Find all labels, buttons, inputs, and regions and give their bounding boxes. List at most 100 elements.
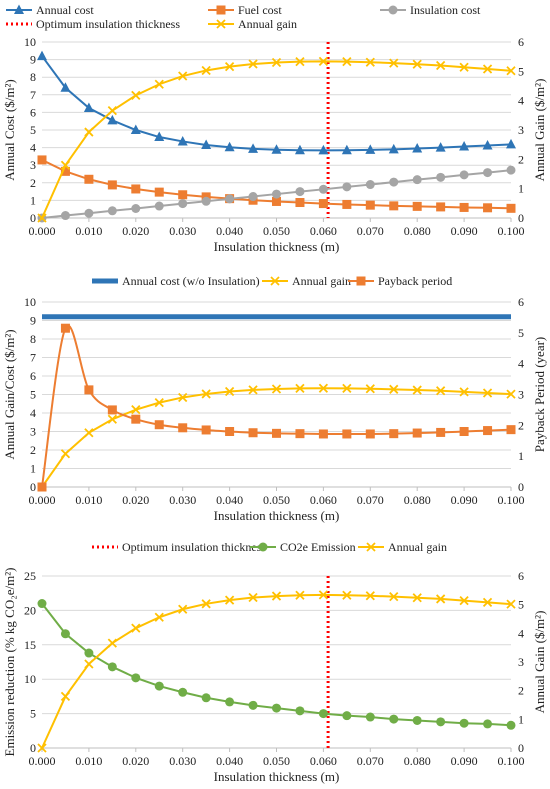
- legend-label: Annual cost (w/o Insulation): [122, 274, 260, 288]
- data-point-stroke-b: [459, 596, 469, 606]
- data-point: [342, 429, 352, 439]
- legend-entry: Annual cost: [6, 3, 94, 17]
- legend-entry: Annual cost (w/o Insulation): [92, 274, 260, 288]
- legend-entry: Payback period: [348, 274, 452, 288]
- data-point-stroke-b: [84, 428, 94, 438]
- legend-entry: Fuel cost: [208, 3, 282, 17]
- data-point: [459, 427, 469, 436]
- legend-entry: Optimum insulation thickness: [92, 540, 266, 554]
- data-point-stroke-b: [131, 623, 141, 633]
- data-point-stroke-b: [412, 59, 422, 69]
- x-tick-label: 0.040: [216, 493, 243, 507]
- data-point: [506, 720, 516, 730]
- legend-marker: [14, 4, 24, 14]
- data-point-stroke-b: [154, 398, 164, 408]
- y2-tick-label: 5: [518, 64, 524, 78]
- data-point: [60, 449, 71, 459]
- data-point: [60, 160, 71, 170]
- data-point: [342, 711, 352, 721]
- data-point-stroke-b: [365, 57, 375, 67]
- x-tick-label: 0.100: [498, 493, 525, 507]
- data-point: [272, 703, 281, 713]
- x-tick-label: 0.030: [169, 493, 196, 507]
- data-point-stroke-b: [60, 449, 71, 459]
- data-point: [248, 192, 258, 202]
- data-point: [201, 425, 211, 435]
- y-tick-label: 10: [24, 295, 36, 309]
- y-tick-label: 0: [30, 211, 36, 225]
- x-tick-label: 0.100: [498, 224, 525, 238]
- legend-label: Optimum insulation thickness: [122, 540, 266, 554]
- data-point: [84, 127, 94, 137]
- chart-3: 0 5 10 15 20 25 0 1 2 3 4 5 6 0.000 0.010 0.020 0.030 0.0…: [2, 540, 547, 784]
- y-tick-label: 4: [30, 141, 36, 155]
- data-point-stroke-b: [482, 597, 493, 608]
- y-axis-title: Annual Cost ($/m²): [2, 79, 17, 180]
- data-point: [84, 648, 94, 658]
- x-tick-label: 0.020: [122, 493, 149, 507]
- y2-tick-label: 0: [518, 211, 524, 225]
- data-point: [84, 174, 94, 184]
- data-point-stroke-b: [248, 59, 258, 69]
- legend-label: Annual gain: [388, 540, 447, 554]
- data-point-stroke-b: [389, 58, 399, 68]
- data-point-stroke-b: [436, 386, 446, 396]
- data-point: [154, 398, 164, 408]
- data-point: [459, 596, 469, 606]
- y2-tick-label: 2: [518, 152, 524, 166]
- data-point-stroke-b: [271, 384, 282, 394]
- data-point-stroke-b: [154, 79, 164, 89]
- data-point: [131, 673, 141, 683]
- y-tick-label: 10: [24, 672, 36, 686]
- data-point-stroke-b: [178, 392, 188, 403]
- legend-label: Annual gain: [292, 274, 351, 288]
- legend-marker: [356, 276, 366, 286]
- y-tick-label: 8: [30, 70, 36, 84]
- y2-tick-label: 2: [518, 684, 524, 698]
- x-tick-label: 0.010: [75, 493, 102, 507]
- data-point: [436, 60, 446, 71]
- data-point: [389, 58, 399, 68]
- data-point-stroke-b: [178, 604, 188, 614]
- data-point: [37, 482, 47, 492]
- x-tick-label: 0.080: [404, 754, 431, 768]
- x-tick-label: 0.060: [310, 754, 337, 768]
- data-point: [60, 629, 70, 639]
- y-tick-label: 5: [30, 123, 36, 137]
- data-point: [388, 143, 399, 154]
- data-point: [295, 590, 305, 600]
- x-axis-title: Insulation thickness (m): [214, 769, 340, 784]
- data-point: [178, 190, 188, 200]
- data-point: [506, 165, 516, 175]
- data-point: [483, 203, 493, 213]
- data-point: [365, 591, 375, 601]
- legend-label: Payback period: [378, 274, 452, 288]
- series-line: [41, 55, 512, 152]
- data-point-stroke-b: [436, 594, 446, 604]
- x-tick-label: 0.020: [122, 224, 149, 238]
- data-point: [154, 612, 164, 622]
- y2-tick-label: 3: [518, 123, 524, 137]
- x-tick-label: 0.030: [169, 754, 196, 768]
- data-point: [272, 196, 281, 206]
- data-point: [178, 199, 188, 209]
- y-tick-label: 8: [30, 332, 36, 346]
- data-point-stroke-b: [389, 592, 399, 602]
- data-point-stroke-b: [154, 612, 164, 622]
- x-tick-label: 0.050: [263, 493, 290, 507]
- data-point-stroke-b: [107, 106, 117, 116]
- y-tick-label: 2: [30, 176, 36, 190]
- legend-marker: [270, 276, 280, 286]
- data-point: [389, 177, 399, 187]
- data-point: [84, 428, 94, 438]
- data-point: [60, 211, 70, 221]
- data-point: [131, 414, 141, 424]
- data-point: [365, 180, 375, 190]
- x-tick-label: 0.020: [122, 754, 149, 768]
- data-point: [225, 697, 235, 707]
- legend-marker: [366, 542, 376, 552]
- data-point-stroke-b: [295, 383, 305, 394]
- data-point-stroke-b: [224, 595, 235, 605]
- data-point: [131, 184, 141, 194]
